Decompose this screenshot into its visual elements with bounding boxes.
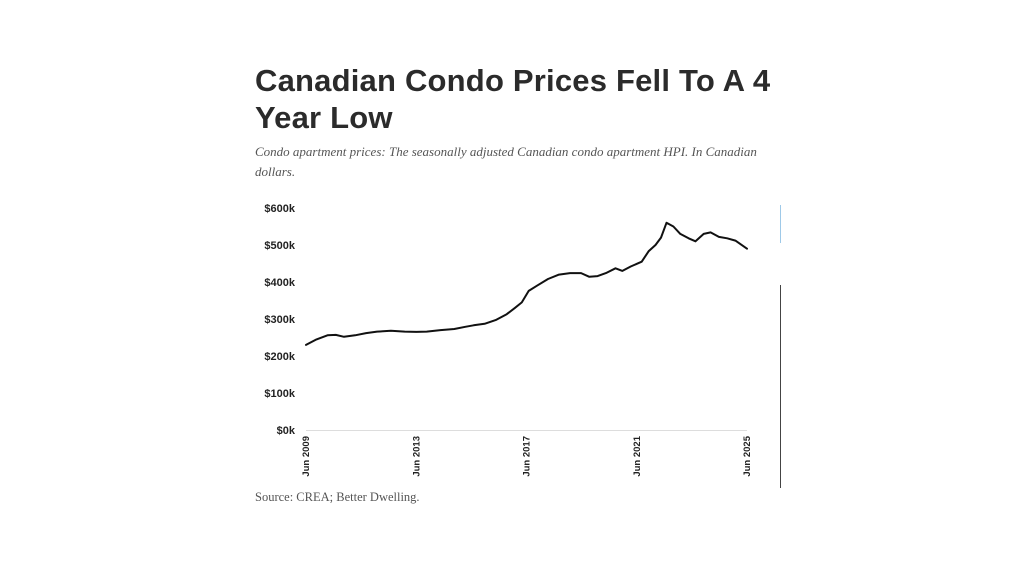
x-axis-ticks: Jun 2009 Jun 2013 Jun 2017 Jun 2021 Jun 2025 bbox=[301, 435, 753, 476]
edge-rule-upper bbox=[780, 205, 781, 243]
y-tick-label: $400k bbox=[264, 277, 295, 289]
series-line bbox=[305, 221, 748, 346]
x-tick-label: Jun 2009 bbox=[301, 436, 312, 477]
y-tick-label: $300k bbox=[264, 314, 295, 326]
line-chart: $0k $100k $200k $300k $400k $500k $600k Jun 20… bbox=[264, 203, 753, 477]
x-tick-label: Jun 2025 bbox=[742, 435, 753, 476]
x-tick-label: Jun 2017 bbox=[522, 436, 533, 477]
y-tick-label: $600k bbox=[264, 203, 295, 215]
chart-source: Source: CREA; Better Dwelling. bbox=[255, 490, 420, 504]
y-tick-label: $200k bbox=[264, 351, 295, 363]
y-axis-ticks: $0k $100k $200k $300k $400k $500k $600k bbox=[264, 203, 295, 437]
y-tick-label: $100k bbox=[264, 388, 295, 400]
chart-subtitle: Condo apartment prices: The seasonally a… bbox=[255, 144, 757, 179]
y-tick-label: $0k bbox=[277, 425, 296, 437]
x-tick-label: Jun 2013 bbox=[411, 436, 422, 477]
chart-title: Canadian Condo Prices Fell To A 4 Year L… bbox=[255, 63, 771, 135]
edge-rule-lower bbox=[780, 285, 781, 488]
x-tick-label: Jun 2021 bbox=[632, 435, 643, 476]
y-tick-label: $500k bbox=[264, 240, 295, 252]
series-group bbox=[305, 221, 748, 346]
